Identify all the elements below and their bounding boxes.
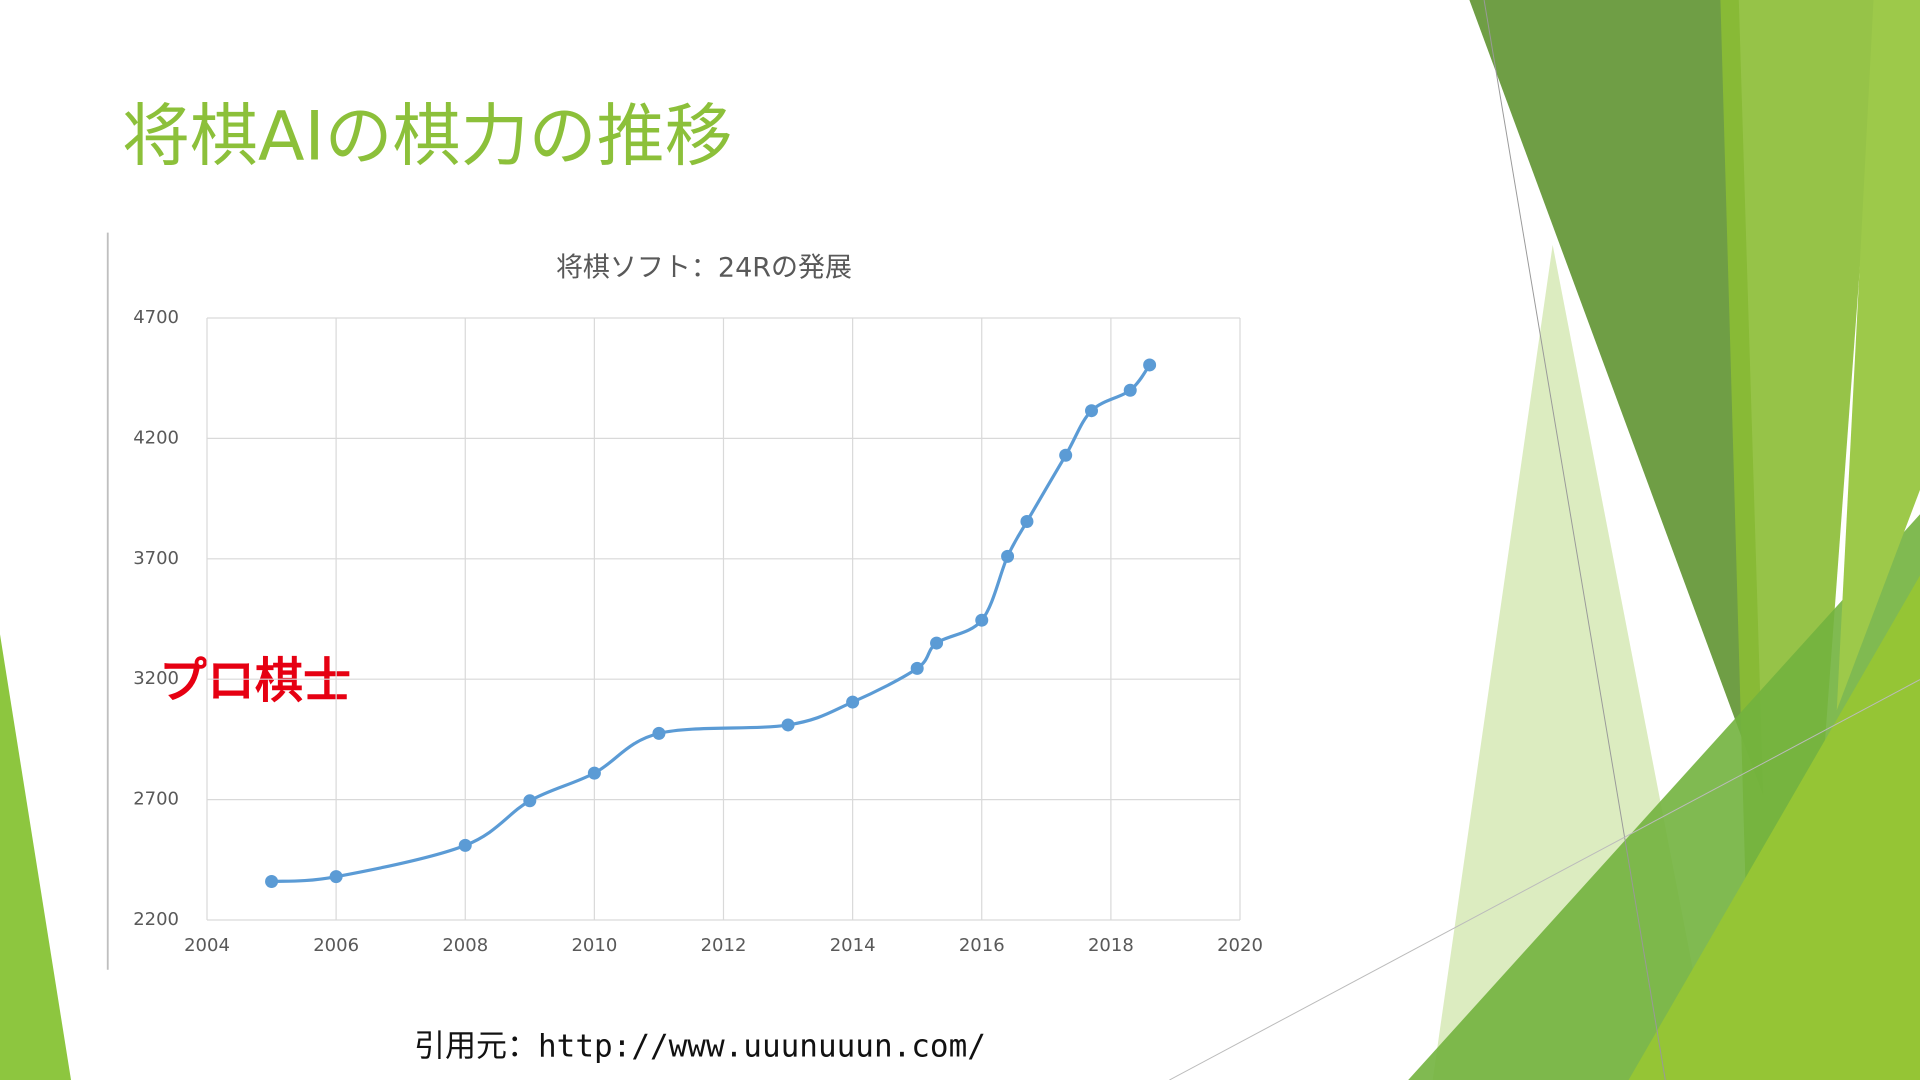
series-line [271,363,1151,884]
data-point [523,794,537,808]
data-point [329,870,343,884]
left-shape [0,634,72,1080]
annotation: プロ棋士 [159,653,351,709]
thin-line [1483,0,1666,1080]
data-point [846,695,860,709]
data-point [910,661,924,675]
slide-title: 将棋AIの棋力の推移 [122,98,733,177]
data-point [265,874,279,888]
data-point [1123,383,1137,397]
x-tick-label: 2020 [1217,935,1263,956]
x-tick-label: 2004 [184,935,230,956]
x-tick-label: 2016 [959,935,1005,956]
y-tick-label: 3700 [133,548,179,569]
data-point [587,766,601,780]
data-point [781,718,795,732]
data-point [1020,514,1034,528]
data-point [930,636,944,650]
edge-shape [1836,0,1920,711]
y-tick-label: 3200 [133,668,179,689]
data-point [1001,549,1015,563]
data-point [1085,404,1099,418]
thin-line [1169,679,1920,1080]
x-tick-label: 2012 [701,935,747,956]
y-tick-label: 2700 [133,789,179,810]
data-point [975,613,989,627]
x-tick-label: 2010 [571,935,617,956]
chart-title: 将棋ソフト：24Rの発展 [556,253,852,284]
data-point [1143,358,1157,372]
bright-shape [1628,575,1920,1080]
y-tick-label: 2200 [133,909,179,930]
data-point [1059,448,1073,462]
x-tick-label: 2006 [313,935,359,956]
y-tick-label: 4700 [133,307,179,328]
citation: 引用元：http://www.uuunuuun.com/ [414,1029,986,1065]
plot: 2200 2700 3200 3700 4200 4700 2004 2006 2008 2010… [133,307,1263,956]
data-point [458,838,472,852]
data-point [652,726,666,740]
x-tick-label: 2018 [1088,935,1134,956]
x-tick-label: 2008 [442,935,488,956]
y-tick-label: 4200 [133,427,179,448]
x-tick-label: 2014 [830,935,876,956]
